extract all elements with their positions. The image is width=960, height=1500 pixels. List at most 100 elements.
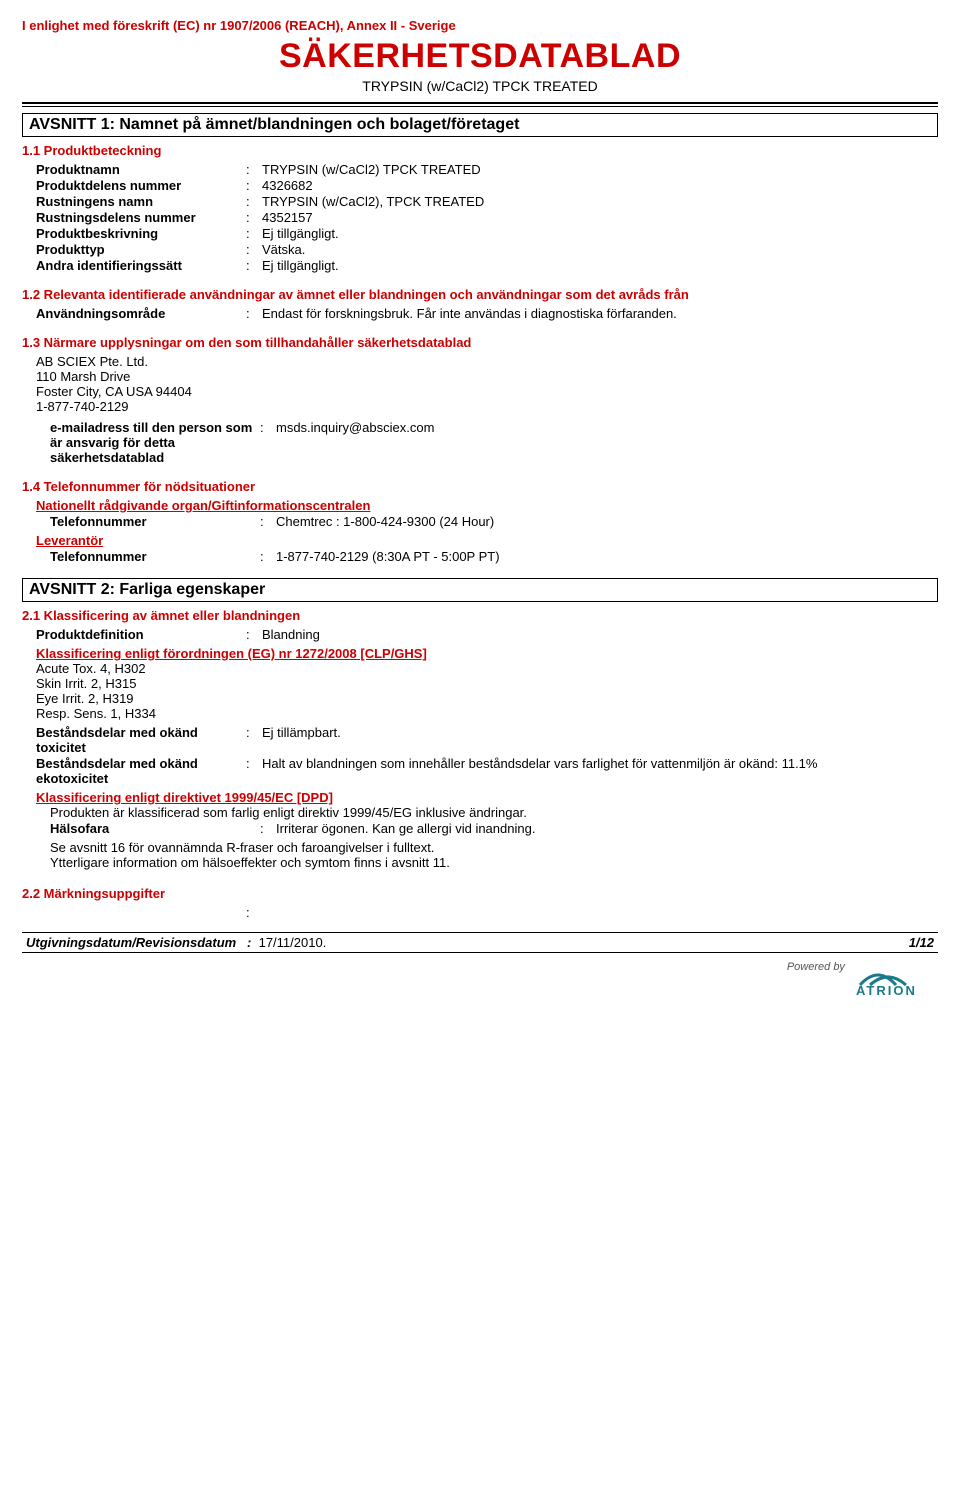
note-line: Ytterligare information om hälsoeffekter… — [50, 855, 938, 870]
colon: : — [246, 306, 262, 321]
company-line: AB SCIEX Pte. Ltd. — [36, 354, 938, 369]
phone-label: Telefonnummer — [50, 514, 260, 529]
field-row: Beståndsdelar med okänd ekotoxicitet:Hal… — [36, 756, 938, 786]
clp-line: Resp. Sens. 1, H334 — [36, 706, 938, 721]
field-value: Vätska. — [262, 242, 938, 257]
document-title: SÄKERHETSDATABLAD — [22, 37, 938, 76]
phone-value: 1-877-740-2129 (8:30A PT - 5:00P PT) — [276, 549, 938, 564]
supplier-link: Leverantör — [36, 533, 938, 548]
s21-heading: 2.1 Klassificering av ämnet eller blandn… — [22, 608, 938, 623]
field-row: Telefonnummer:1-877-740-2129 (8:30A PT -… — [50, 549, 938, 564]
footer-left: Utgivningsdatum/Revisionsdatum : 17/11/2… — [26, 935, 326, 950]
field-label: Användningsområde — [36, 306, 246, 321]
colon: : — [246, 756, 262, 786]
logo-area: Powered by ATRION — [22, 961, 938, 997]
field-label: Produktnamn — [36, 162, 246, 177]
dpd-text: Produkten är klassificerad som farlig en… — [50, 805, 938, 820]
s13-heading: 1.3 Närmare upplysningar om den som till… — [22, 335, 938, 350]
note-line: Se avsnitt 16 för ovannämnda R-fraser oc… — [50, 840, 938, 855]
field-row: Rustningsdelens nummer:4352157 — [36, 210, 938, 225]
email-label: e-mailadress till den person som är ansv… — [50, 420, 260, 465]
colon: : — [260, 821, 276, 836]
colon: : — [246, 242, 262, 257]
field-row: e-mailadress till den person som är ansv… — [50, 420, 938, 465]
field-row: Produktdefinition:Blandning — [36, 627, 938, 642]
company-line: 110 Marsh Drive — [36, 369, 938, 384]
empty-label — [36, 905, 246, 920]
field-row: Rustningens namn:TRYPSIN (w/CaCl2), TPCK… — [36, 194, 938, 209]
clp-line: Skin Irrit. 2, H315 — [36, 676, 938, 691]
field-label: Rustningsdelens nummer — [36, 210, 246, 225]
section1-heading: AVSNITT 1: Namnet på ämnet/blandningen o… — [22, 113, 938, 137]
colon: : — [246, 178, 262, 193]
s11-heading: 1.1 Produktbeteckning — [22, 143, 938, 158]
field-row: Hälsofara:Irriterar ögonen. Kan ge aller… — [50, 821, 938, 836]
svg-text:ATRION: ATRION — [856, 983, 917, 997]
def-value: Blandning — [262, 627, 938, 642]
eco-label: Beståndsdelar med okänd ekotoxicitet — [36, 756, 246, 786]
field-row: Andra identifieringssätt:Ej tillgängligt… — [36, 258, 938, 273]
colon: : — [260, 549, 276, 564]
field-row: Produkttyp:Vätska. — [36, 242, 938, 257]
colon: : — [246, 210, 262, 225]
field-row: Produktbeskrivning:Ej tillgängligt. — [36, 226, 938, 241]
field-value: 4352157 — [262, 210, 938, 225]
powered-by-text: Powered by — [787, 961, 845, 973]
field-row: Produktdelens nummer:4326682 — [36, 178, 938, 193]
atrion-logo-icon: ATRION — [848, 973, 938, 985]
colon: : — [246, 627, 262, 642]
colon: : — [246, 725, 262, 755]
regulation-line: I enlighet med föreskrift (EC) nr 1907/2… — [22, 18, 938, 33]
page-number: 1/12 — [909, 935, 934, 950]
field-row: Beståndsdelar med okänd toxicitet:Ej til… — [36, 725, 938, 755]
colon: : — [246, 162, 262, 177]
phone-label: Telefonnummer — [50, 549, 260, 564]
colon: : — [260, 514, 276, 529]
divider — [22, 102, 938, 104]
colon: : — [246, 905, 262, 920]
email-value: msds.inquiry@absciex.com — [276, 420, 938, 465]
field-value: Ej tillgängligt. — [262, 258, 938, 273]
eco-value: Halt av blandningen som innehåller bestå… — [262, 756, 938, 786]
field-row: Telefonnummer:Chemtrec : 1-800-424-9300 … — [50, 514, 938, 529]
company-line: Foster City, CA USA 94404 — [36, 384, 938, 399]
colon: : — [260, 420, 276, 465]
s12-heading: 1.2 Relevanta identifierade användningar… — [22, 287, 938, 302]
date-label: Utgivningsdatum/Revisionsdatum — [26, 935, 236, 950]
field-row: : — [36, 905, 938, 920]
date-value: 17/11/2010. — [259, 935, 327, 950]
field-label: Produkttyp — [36, 242, 246, 257]
product-subtitle: TRYPSIN (w/CaCl2) TPCK TREATED — [22, 78, 938, 94]
colon: : — [246, 258, 262, 273]
empty-value — [262, 905, 938, 920]
field-label: Andra identifieringssätt — [36, 258, 246, 273]
field-label: Rustningens namn — [36, 194, 246, 209]
field-row: Produktnamn:TRYPSIN (w/CaCl2) TPCK TREAT… — [36, 162, 938, 177]
def-label: Produktdefinition — [36, 627, 246, 642]
clp-heading: Klassificering enligt förordningen (EG) … — [36, 646, 938, 661]
national-org-link: Nationellt rådgivande organ/Giftinformat… — [36, 498, 938, 513]
clp-line: Eye Irrit. 2, H319 — [36, 691, 938, 706]
s14-heading: 1.4 Telefonnummer för nödsituationer — [22, 479, 938, 494]
divider — [22, 106, 938, 107]
field-value: 4326682 — [262, 178, 938, 193]
field-value: Endast för forskningsbruk. Får inte anvä… — [262, 306, 938, 321]
tox-label: Beståndsdelar med okänd toxicitet — [36, 725, 246, 755]
colon: : — [246, 194, 262, 209]
field-label: Produktdelens nummer — [36, 178, 246, 193]
field-value: TRYPSIN (w/CaCl2), TPCK TREATED — [262, 194, 938, 209]
tox-value: Ej tillämpbart. — [262, 725, 938, 755]
field-value: TRYPSIN (w/CaCl2) TPCK TREATED — [262, 162, 938, 177]
health-value: Irriterar ögonen. Kan ge allergi vid ina… — [276, 821, 938, 836]
field-label: Produktbeskrivning — [36, 226, 246, 241]
dpd-heading: Klassificering enligt direktivet 1999/45… — [36, 790, 938, 805]
field-row: Användningsområde:Endast för forskningsb… — [36, 306, 938, 321]
health-label: Hälsofara — [50, 821, 260, 836]
clp-line: Acute Tox. 4, H302 — [36, 661, 938, 676]
phone-value: Chemtrec : 1-800-424-9300 (24 Hour) — [276, 514, 938, 529]
s22-heading: 2.2 Märkningsuppgifter — [22, 886, 938, 901]
field-value: Ej tillgängligt. — [262, 226, 938, 241]
section2-heading: AVSNITT 2: Farliga egenskaper — [22, 578, 938, 602]
colon: : — [246, 226, 262, 241]
company-line: 1-877-740-2129 — [36, 399, 938, 414]
